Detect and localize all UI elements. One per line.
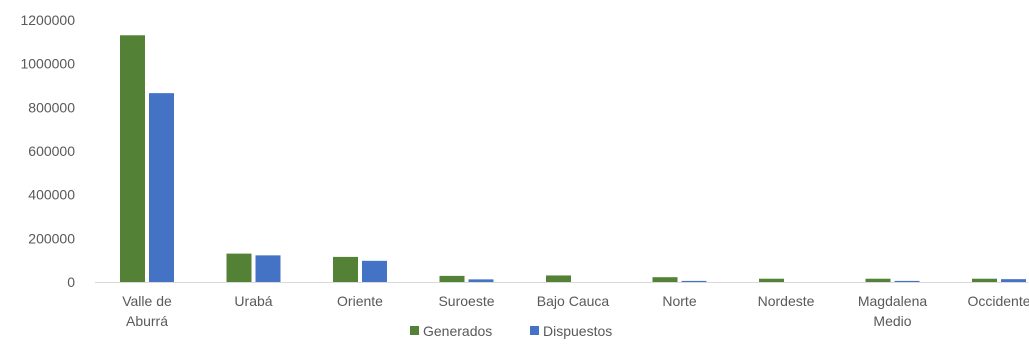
- legend-label-dispuestos: Dispuestos: [543, 323, 612, 339]
- legend: Generados Dispuestos: [410, 323, 612, 339]
- category-group: [865, 278, 920, 282]
- x-axis: Valle de Aburrá Urabá Oriente Suroeste Bajo C…: [95, 282, 1029, 329]
- y-tick-label: 1200000: [20, 12, 75, 28]
- category-group: [652, 277, 707, 282]
- bar-dispuestos: [362, 260, 387, 282]
- bar-generados: [546, 275, 571, 282]
- category-group: [333, 256, 387, 282]
- bar-generados: [759, 278, 784, 282]
- bar-generados: [226, 253, 252, 282]
- bar-dispuestos: [149, 93, 174, 283]
- bar-generados: [652, 277, 678, 282]
- bar-dispuestos: [468, 279, 494, 282]
- category-group: [120, 35, 174, 283]
- plot-area: [120, 35, 1026, 283]
- bar-generados: [439, 275, 465, 282]
- legend-swatch-generados: [410, 326, 419, 335]
- y-tick-label: 200000: [28, 230, 75, 246]
- category-group: [759, 278, 784, 282]
- bar-generados: [865, 278, 891, 282]
- category-group: [226, 253, 281, 282]
- bar-dispuestos: [894, 280, 920, 282]
- bar-dispuestos: [1001, 279, 1026, 282]
- bar-generados: [972, 278, 997, 282]
- y-axis: 0 200000 400000 600000 800000 1000000 1200000: [20, 12, 75, 290]
- category-group: [972, 278, 1026, 282]
- x-tick-label: Bajo Cauca: [537, 293, 610, 309]
- x-tick-label: Urabá: [234, 293, 272, 309]
- y-tick-label: 800000: [28, 99, 75, 115]
- bar-dispuestos: [255, 255, 281, 282]
- x-tick-label: Aburrá: [126, 313, 168, 329]
- y-tick-label: 1000000: [20, 56, 75, 72]
- y-tick-label: 400000: [28, 187, 75, 203]
- category-group: [439, 275, 494, 282]
- legend-label-generados: Generados: [423, 323, 492, 339]
- bar-generados: [333, 256, 358, 282]
- x-tick-label: Oriente: [337, 293, 383, 309]
- x-tick-label: Norte: [662, 293, 696, 309]
- x-tick-label: Medio: [873, 313, 911, 329]
- bar-dispuestos: [681, 280, 707, 282]
- x-tick-label: Nordeste: [758, 293, 815, 309]
- y-tick-label: 0: [67, 274, 75, 290]
- category-group: [546, 275, 571, 282]
- x-tick-label: Magdalena: [858, 293, 927, 309]
- y-tick-label: 600000: [28, 143, 75, 159]
- x-tick-label: Valle de: [122, 293, 172, 309]
- legend-swatch-dispuestos: [530, 326, 539, 335]
- bar-generados: [120, 35, 145, 283]
- x-tick-label: Suroeste: [438, 293, 494, 309]
- x-tick-label: Occidente: [967, 293, 1029, 309]
